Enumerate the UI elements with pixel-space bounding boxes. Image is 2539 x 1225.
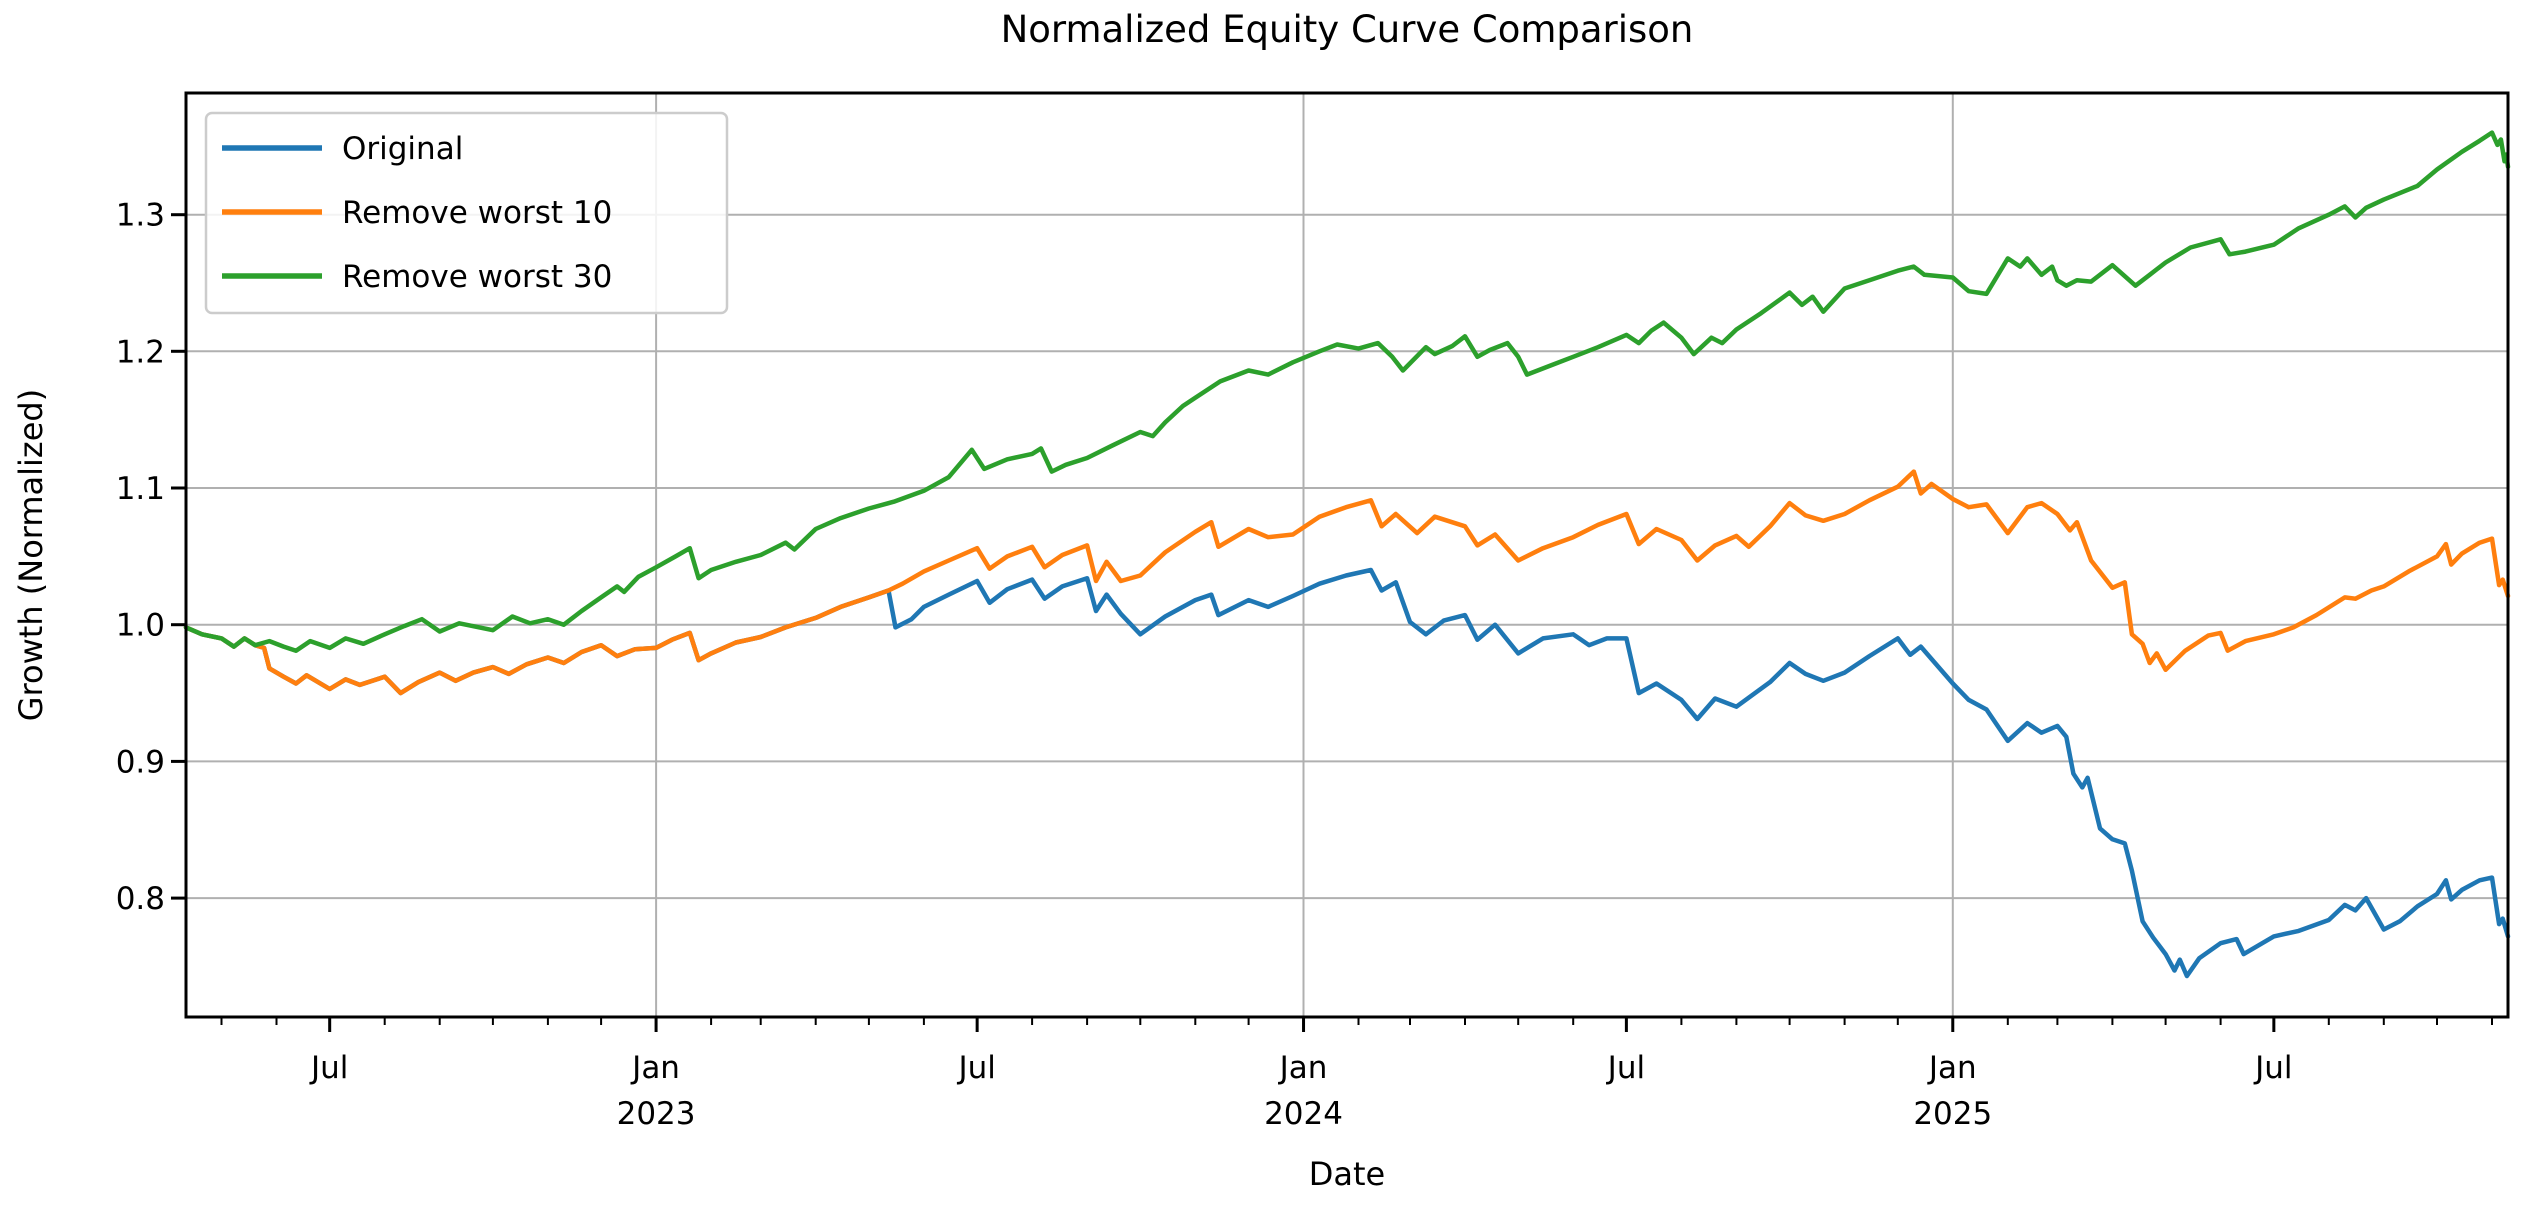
axes-layer bbox=[184, 91, 2510, 1019]
ticks-layer: Jul Jan 2023 Jul Jan 2024 Jul Jan 2025 Jul 0.8 0.9 1… bbox=[116, 198, 2493, 1132]
y-axis-label: Growth (Normalized) bbox=[12, 389, 50, 721]
series-layer bbox=[183, 130, 2511, 979]
legend-entry-label: Original bbox=[342, 131, 463, 167]
x-tick-year-label: 2024 bbox=[1264, 1096, 1343, 1132]
legend-entry-label: Remove worst 30 bbox=[342, 259, 612, 295]
series-line-original bbox=[183, 567, 2511, 979]
y-tick-label: 1.0 bbox=[116, 608, 165, 644]
series-line-remove-worst-10 bbox=[183, 469, 2511, 696]
legend-box bbox=[204, 111, 729, 315]
series-line-remove-worst-30 bbox=[183, 130, 2511, 653]
x-axis-label: Date bbox=[1309, 1155, 1385, 1193]
y-tick-label: 1.1 bbox=[116, 471, 165, 507]
x-tick-label: Jul bbox=[309, 1050, 348, 1086]
legend-entry-label: Remove worst 10 bbox=[342, 195, 612, 231]
x-tick-label: Jul bbox=[1606, 1050, 1645, 1086]
chart-title: Normalized Equity Curve Comparison bbox=[1001, 8, 1694, 51]
plot-border bbox=[184, 91, 2510, 1019]
legend-entry-remove-worst-30: Remove worst 30 bbox=[222, 259, 612, 295]
legend-entry-original: Original bbox=[222, 131, 463, 167]
legend-entry-remove-worst-10: Remove worst 10 bbox=[222, 195, 612, 231]
x-tick-label: Jan bbox=[1278, 1050, 1328, 1086]
x-tick-year-label: 2023 bbox=[617, 1096, 696, 1132]
x-tick-label: Jan bbox=[630, 1050, 680, 1086]
x-tick-label: Jul bbox=[2253, 1050, 2292, 1086]
x-tick-label: Jul bbox=[956, 1050, 995, 1086]
legend: Original Remove worst 10 Remove worst 30 bbox=[204, 111, 729, 315]
x-tick-label: Jan bbox=[1927, 1050, 1977, 1086]
y-tick-label: 1.3 bbox=[116, 198, 165, 234]
y-tick-label: 0.8 bbox=[116, 881, 165, 917]
y-tick-label: 0.9 bbox=[116, 744, 165, 780]
y-tick-label: 1.2 bbox=[116, 334, 165, 370]
x-tick-year-label: 2025 bbox=[1913, 1096, 1992, 1132]
